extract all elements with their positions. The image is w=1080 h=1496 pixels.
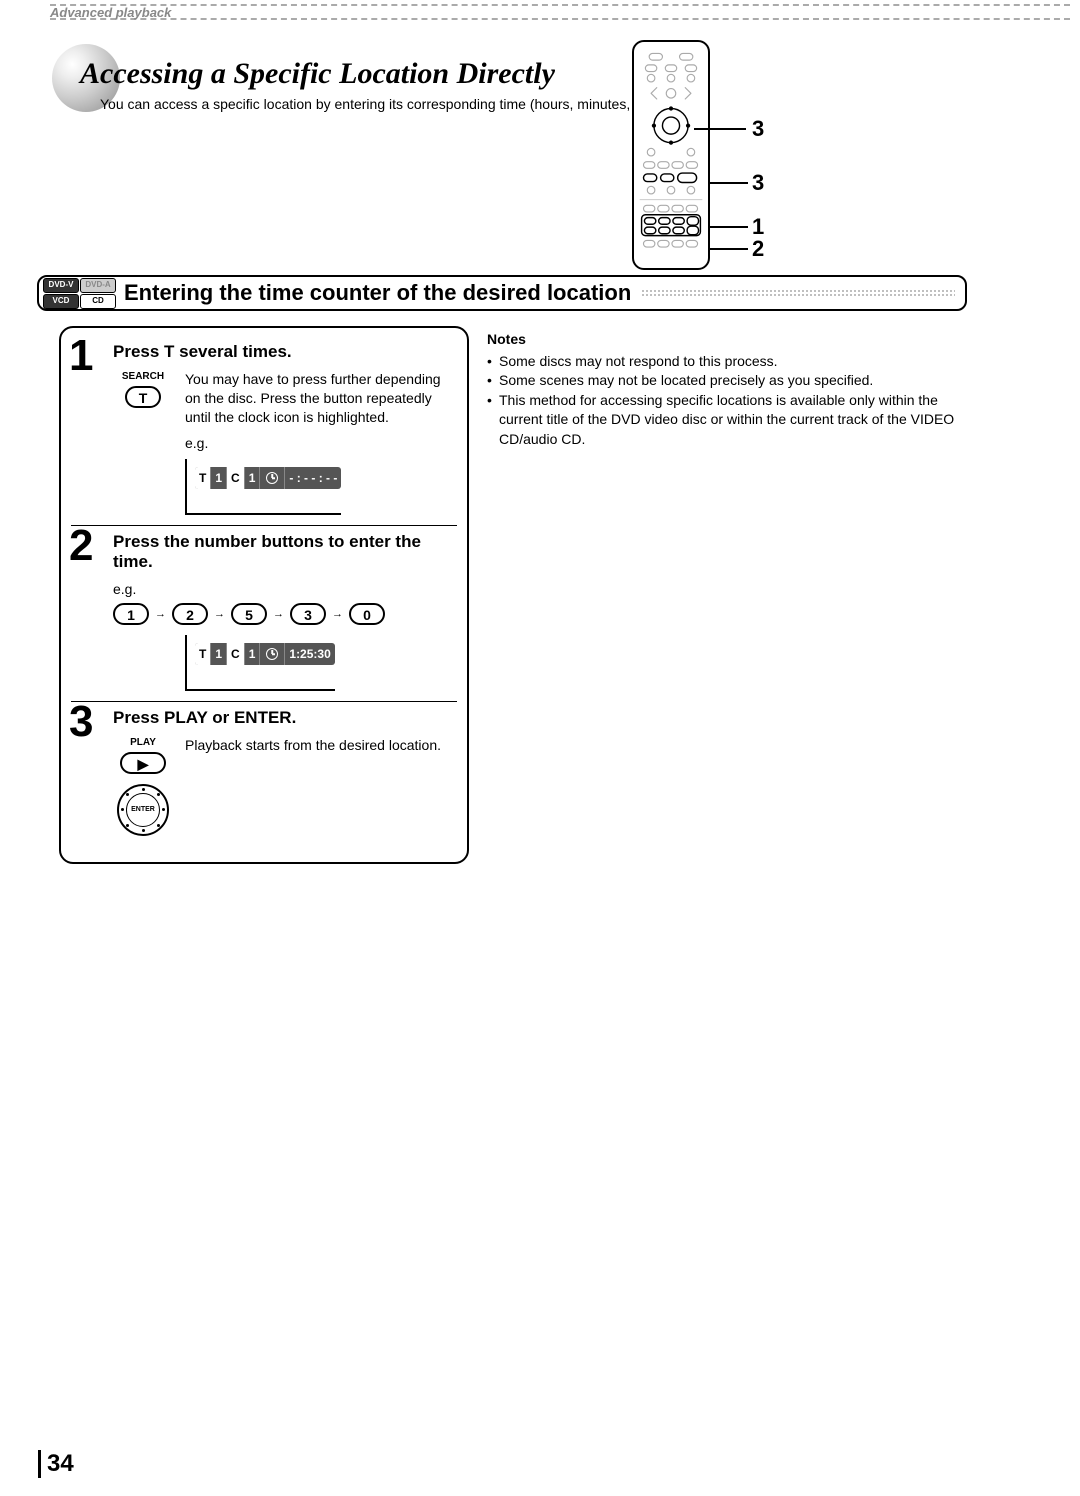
section-heading: DVD-V DVD-A VCD CD Entering the time cou… <box>37 275 967 311</box>
note-item: Some scenes may not be located precisely… <box>487 371 962 391</box>
arrow-icon: → <box>332 608 343 620</box>
step-3: 3 Press PLAY or ENTER. PLAY ▶ ENTER Pla <box>71 701 457 848</box>
arrow-icon: → <box>214 608 225 620</box>
number-sequence: 1 → 2 → 5 → 3 → 0 <box>113 603 457 625</box>
play-button: ▶ <box>120 752 166 774</box>
note-item: Some discs may not respond to this proce… <box>487 352 962 372</box>
steps-box: 1 Press T several times. SEARCH T You ma… <box>59 326 469 864</box>
title-block: Accessing a Specific Location Directly Y… <box>80 57 700 114</box>
step-number: 2 <box>69 524 93 568</box>
badge-cd: CD <box>80 294 116 309</box>
t-button: T <box>125 386 161 408</box>
number-button: 1 <box>113 603 149 625</box>
badge-dvda: DVD-A <box>80 278 116 293</box>
page-subtitle: You can access a specific location by en… <box>100 95 700 114</box>
step-heading: Press the number buttons to enter the ti… <box>113 532 457 573</box>
header-strip: Advanced playback <box>50 4 1070 20</box>
step-heading: Press T several times. <box>113 342 457 362</box>
disc-badges: DVD-V DVD-A VCD CD <box>43 278 116 309</box>
osd-display: T1C11:25:30 <box>195 643 335 665</box>
page-title: Accessing a Specific Location Directly <box>80 57 700 91</box>
step-number: 3 <box>69 700 93 744</box>
section-title: Entering the time counter of the desired… <box>124 280 631 306</box>
callout-3a: 3 <box>752 116 764 142</box>
eg-label: e.g. <box>185 435 457 451</box>
page-number: 34 <box>38 1450 74 1478</box>
number-button: 3 <box>290 603 326 625</box>
notes-block: Notes Some discs may not respond to this… <box>487 330 962 450</box>
notes-title: Notes <box>487 330 962 350</box>
arrow-icon: → <box>273 608 284 620</box>
number-button: 0 <box>349 603 385 625</box>
arrow-icon: → <box>155 608 166 620</box>
enter-button: ENTER <box>117 784 169 836</box>
note-item: This method for accessing specific locat… <box>487 391 962 450</box>
number-button: 2 <box>172 603 208 625</box>
badge-dvdv: DVD-V <box>43 278 79 293</box>
remote-diagram <box>632 40 710 270</box>
display-mount: T1C11:25:30 <box>185 635 335 691</box>
callout-2: 2 <box>752 236 764 262</box>
display-mount: T1C1- : - - : - - <box>185 459 341 515</box>
step-text: You may have to press further depending … <box>185 370 457 427</box>
step-1: 1 Press T several times. SEARCH T You ma… <box>71 336 457 525</box>
button-label: SEARCH <box>113 370 173 384</box>
step-heading: Press PLAY or ENTER. <box>113 708 457 728</box>
step-text: Playback starts from the desired locatio… <box>185 736 457 838</box>
badge-vcd: VCD <box>43 294 79 309</box>
callout-3b: 3 <box>752 170 764 196</box>
button-label: PLAY <box>113 736 173 750</box>
osd-display: T1C1- : - - : - - <box>195 467 341 489</box>
eg-label: e.g. <box>113 581 457 597</box>
number-button: 5 <box>231 603 267 625</box>
header-label: Advanced playback <box>50 5 171 20</box>
step-number: 1 <box>69 334 93 378</box>
step-2: 2 Press the number buttons to enter the … <box>71 525 457 701</box>
dots-fill <box>641 289 955 297</box>
